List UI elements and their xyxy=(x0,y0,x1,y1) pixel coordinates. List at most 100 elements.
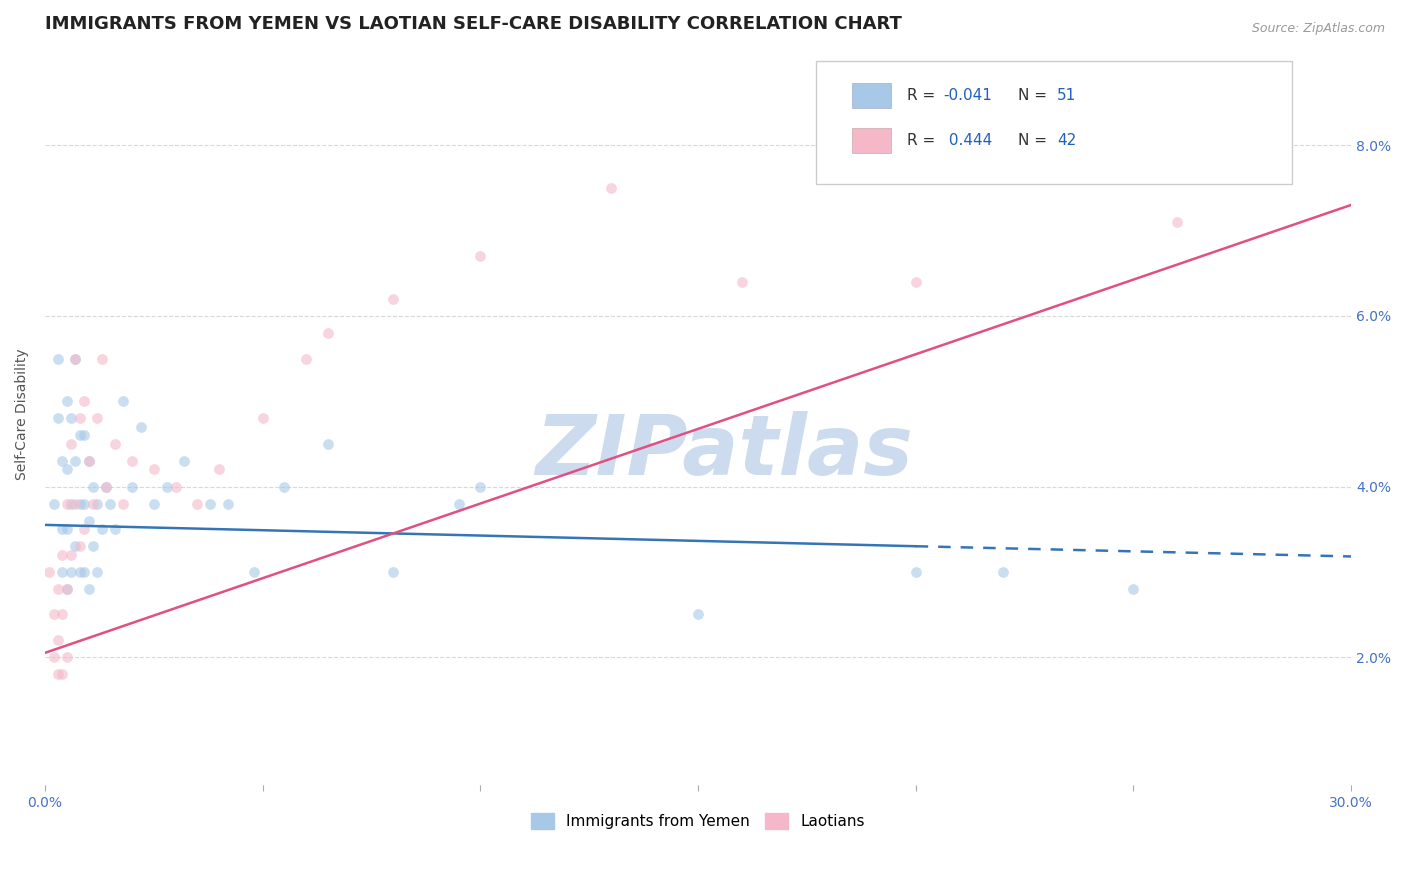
Point xyxy=(55,522,77,536)
FancyBboxPatch shape xyxy=(852,128,891,153)
Point xyxy=(1035,121,1057,136)
Point xyxy=(104,522,127,536)
FancyBboxPatch shape xyxy=(852,83,891,108)
Point xyxy=(51,548,73,562)
Point xyxy=(382,565,405,579)
Text: 51: 51 xyxy=(1057,88,1077,103)
Point xyxy=(69,539,91,553)
Point xyxy=(600,181,623,195)
Point xyxy=(186,497,208,511)
Point xyxy=(55,394,77,409)
Point xyxy=(316,326,339,340)
Point xyxy=(51,454,73,468)
Text: ZIPatlas: ZIPatlas xyxy=(536,410,912,491)
Legend: Immigrants from Yemen, Laotians: Immigrants from Yemen, Laotians xyxy=(523,805,873,837)
Point xyxy=(55,462,77,476)
Point xyxy=(55,582,77,596)
Point xyxy=(42,497,65,511)
Point xyxy=(69,565,91,579)
Text: R =: R = xyxy=(907,88,941,103)
Point xyxy=(65,351,87,366)
Point xyxy=(991,565,1014,579)
Point xyxy=(73,497,96,511)
Point xyxy=(94,479,117,493)
Text: 42: 42 xyxy=(1057,133,1077,147)
Point xyxy=(156,479,179,493)
Point xyxy=(60,497,83,511)
Point xyxy=(51,607,73,622)
Point xyxy=(295,351,318,366)
Point xyxy=(121,454,143,468)
Text: IMMIGRANTS FROM YEMEN VS LAOTIAN SELF-CARE DISABILITY CORRELATION CHART: IMMIGRANTS FROM YEMEN VS LAOTIAN SELF-CA… xyxy=(45,15,901,33)
Point xyxy=(60,437,83,451)
Point xyxy=(200,497,222,511)
Point xyxy=(73,394,96,409)
Point xyxy=(60,548,83,562)
Point xyxy=(55,497,77,511)
Point xyxy=(46,351,69,366)
Point xyxy=(55,650,77,665)
Point xyxy=(77,454,100,468)
Point xyxy=(77,454,100,468)
Point xyxy=(121,479,143,493)
Point xyxy=(730,275,752,289)
Point xyxy=(208,462,231,476)
Point xyxy=(165,479,187,493)
Point xyxy=(104,437,127,451)
Point xyxy=(46,633,69,648)
Point xyxy=(382,292,405,306)
Point xyxy=(38,565,60,579)
Point xyxy=(51,522,73,536)
Point xyxy=(42,607,65,622)
Text: 0.444: 0.444 xyxy=(943,133,991,147)
Point xyxy=(82,539,104,553)
Point xyxy=(129,419,152,434)
Y-axis label: Self-Care Disability: Self-Care Disability xyxy=(15,348,30,480)
Point xyxy=(73,428,96,442)
Point xyxy=(470,479,492,493)
Point xyxy=(243,565,266,579)
Point xyxy=(77,514,100,528)
Point xyxy=(51,667,73,681)
Point xyxy=(86,497,108,511)
Point xyxy=(273,479,295,493)
Point xyxy=(904,565,927,579)
Point xyxy=(51,565,73,579)
Point xyxy=(69,428,91,442)
Point xyxy=(77,582,100,596)
Point xyxy=(60,411,83,425)
Point xyxy=(46,667,69,681)
FancyBboxPatch shape xyxy=(815,62,1292,184)
Point xyxy=(142,497,165,511)
Point xyxy=(217,497,239,511)
Point xyxy=(112,497,135,511)
Point xyxy=(46,582,69,596)
Point xyxy=(46,411,69,425)
Point xyxy=(112,394,135,409)
Point xyxy=(86,565,108,579)
Point xyxy=(69,497,91,511)
Point xyxy=(60,565,83,579)
Point xyxy=(470,249,492,263)
Point xyxy=(90,351,112,366)
Point xyxy=(73,522,96,536)
Point xyxy=(316,437,339,451)
Point xyxy=(252,411,274,425)
Point xyxy=(65,351,87,366)
Text: Source: ZipAtlas.com: Source: ZipAtlas.com xyxy=(1251,22,1385,36)
Point xyxy=(65,539,87,553)
Point xyxy=(90,522,112,536)
Point xyxy=(142,462,165,476)
Point xyxy=(82,497,104,511)
Point xyxy=(447,497,470,511)
Point xyxy=(1166,215,1188,229)
Point xyxy=(94,479,117,493)
Point xyxy=(65,454,87,468)
Point xyxy=(1122,582,1144,596)
Point xyxy=(73,565,96,579)
Text: -0.041: -0.041 xyxy=(943,88,993,103)
Point xyxy=(69,411,91,425)
Point xyxy=(173,454,195,468)
Point xyxy=(42,650,65,665)
Point xyxy=(65,497,87,511)
